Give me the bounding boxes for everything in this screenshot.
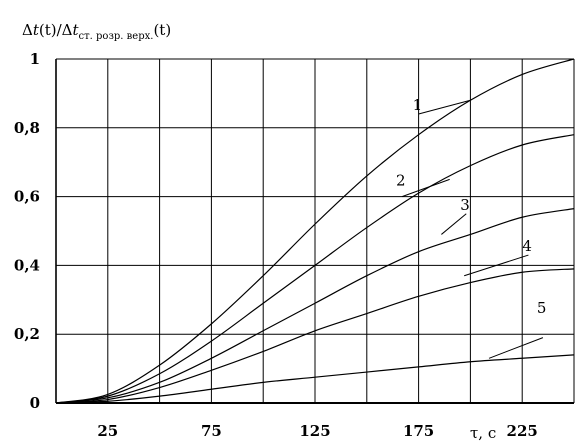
series-line-4	[55, 268, 575, 404]
series-line-2	[55, 134, 575, 404]
y-tick-label: 0,2	[14, 325, 40, 343]
x-tick-label: 225	[507, 422, 538, 440]
y-tick-label: 0,8	[14, 119, 40, 137]
series-label-3: 3	[460, 196, 470, 214]
series-leader-3	[441, 213, 467, 235]
series-line-3	[55, 208, 575, 404]
series-label-2: 2	[396, 172, 406, 190]
axes	[55, 59, 574, 404]
series-leader-1	[418, 99, 471, 115]
y-tick-label: 1	[30, 50, 40, 68]
series-label-4: 4	[522, 237, 532, 255]
y-axis-title: Δt(t)/Δtст. розр. верх.(t)	[22, 21, 171, 42]
series-line-5	[55, 354, 575, 404]
series-line-1	[55, 58, 575, 404]
y-tick-label: 0,6	[14, 188, 40, 206]
series-leader-4	[464, 254, 529, 277]
y-tick-label: 0,4	[14, 256, 40, 274]
series-leader-5	[488, 337, 544, 359]
series-labels: 1 2 3 4 5	[396, 96, 546, 317]
x-tick-label: 175	[403, 422, 434, 440]
x-axis-title: τ, с	[470, 424, 496, 442]
x-tick-label: 25	[97, 422, 118, 440]
series-lines	[55, 58, 575, 404]
x-tick-label: 75	[201, 422, 222, 440]
x-tick-label: 125	[299, 422, 330, 440]
grid	[55, 58, 575, 404]
series-label-1: 1	[413, 96, 423, 114]
y-tick-label: 0	[30, 394, 40, 412]
series-leader-2	[401, 178, 450, 198]
series-label-5: 5	[537, 299, 547, 317]
